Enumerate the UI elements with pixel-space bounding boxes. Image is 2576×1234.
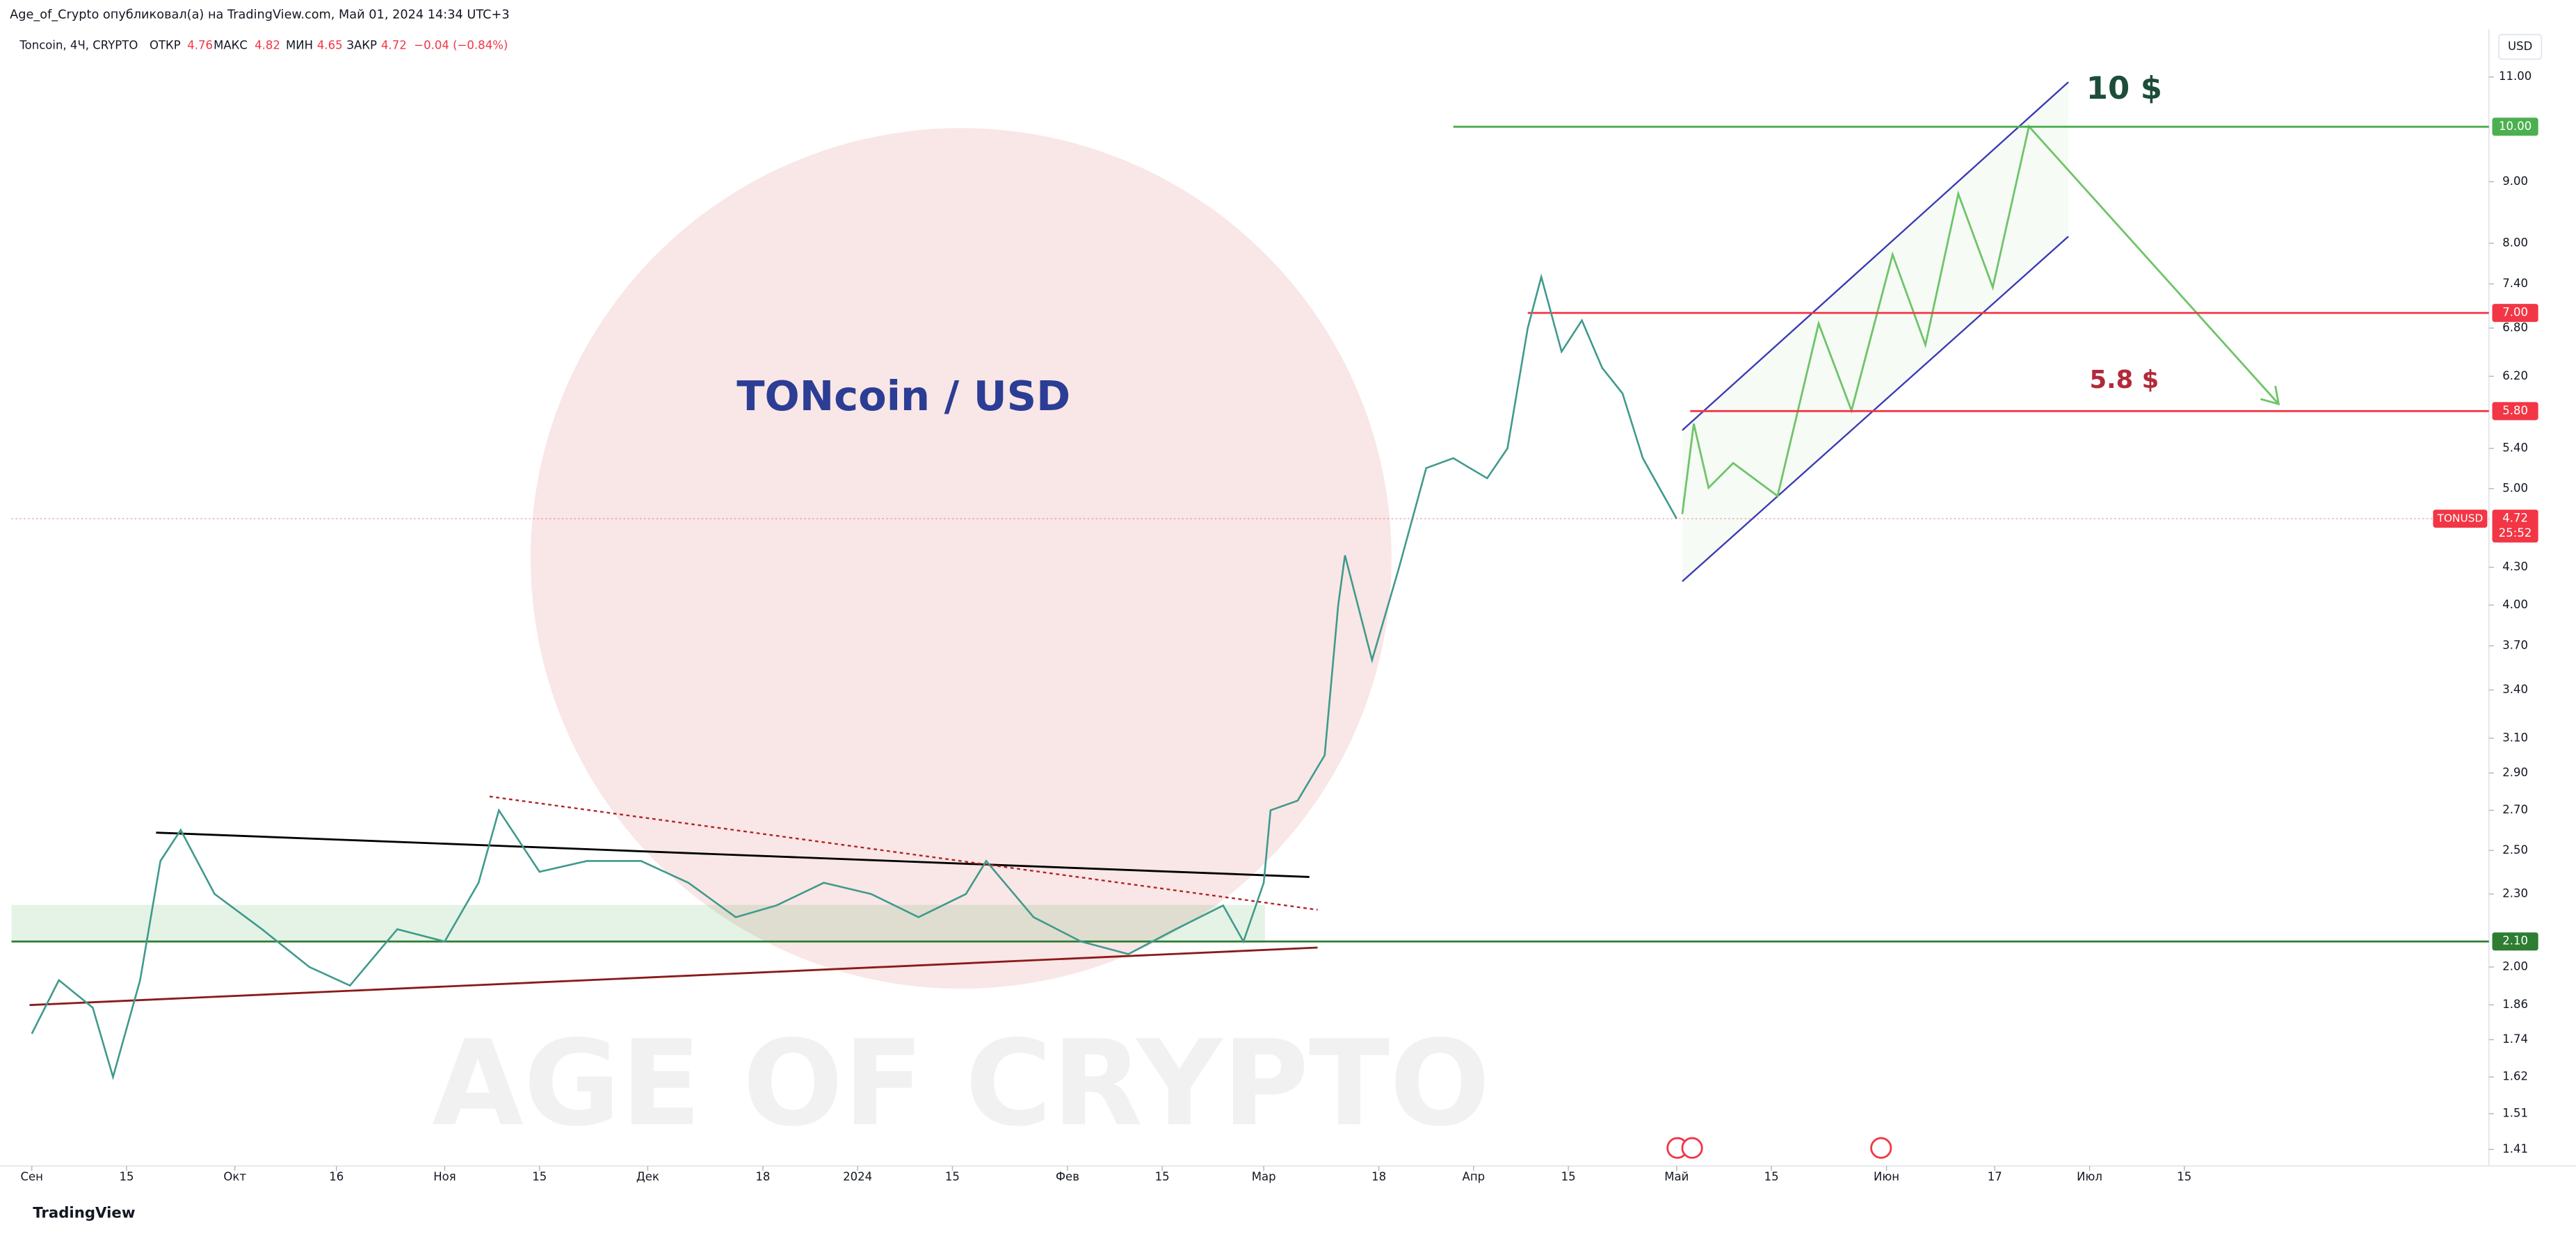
chart-title: TONcoin / USD [736, 372, 1070, 420]
level-label: 2.10 [2502, 934, 2528, 948]
x-tick-label: 15 [2177, 1170, 2191, 1183]
y-tick-label: 5.00 [2502, 481, 2528, 494]
level-label: 10.00 [2499, 120, 2531, 133]
x-tick-label: Май [1664, 1170, 1689, 1183]
x-tick-label: Фев [1056, 1170, 1079, 1183]
y-tick-label: 7.40 [2502, 277, 2528, 290]
y-tick-label: 2.90 [2502, 765, 2528, 779]
ohlc-legend: Toncoin, 4Ч, CRYPTO ОТКР 4.76 МАКС 4.82 … [19, 39, 508, 52]
x-tick-label: 15 [945, 1170, 960, 1183]
x-tick-label: 15 [1561, 1170, 1576, 1183]
x-tick-label: 15 [1764, 1170, 1779, 1183]
support-trendline [29, 946, 1318, 1007]
low-label: МИН [286, 39, 313, 52]
price-line [31, 273, 1677, 1080]
open: 4.76 [187, 39, 213, 52]
y-tick-label: 2.00 [2502, 959, 2528, 973]
symbol-label: TONUSD [2437, 512, 2484, 525]
channel-top [1682, 81, 2069, 431]
x-tick-label: Окт [223, 1170, 246, 1183]
y-tick-label: 3.70 [2502, 638, 2528, 651]
countdown: 25:52 [2499, 526, 2532, 539]
watermark-logo [531, 128, 1392, 989]
y-tick-label: 1.86 [2502, 998, 2528, 1011]
low: 4.65 [317, 39, 343, 52]
level-label: 7.00 [2502, 306, 2528, 319]
x-tick-label: 15 [119, 1170, 134, 1183]
x-tick-label: 18 [755, 1170, 770, 1183]
high-label: МАКС [214, 39, 248, 52]
y-tick-label: 2.30 [2502, 886, 2528, 900]
y-tick-label: 9.00 [2502, 174, 2528, 188]
y-tick-label: 11.00 [2499, 70, 2531, 83]
x-tick-label: Апр [1463, 1170, 1486, 1183]
plot: 11.00 9.00 8.00 7.40 6.80 6.20 5.40 5.00 4.30 4.0… [11, 70, 2538, 1183]
channel-fill [1682, 82, 2069, 582]
x-tick-label: 16 [329, 1170, 344, 1183]
level-label-box [2492, 932, 2538, 951]
open-label: ОТКР [150, 39, 181, 52]
y-tick-label: 2.70 [2502, 803, 2528, 816]
close-label: ЗАКР [346, 39, 377, 52]
y-tick-label: 2.50 [2502, 843, 2528, 857]
change: −0.04 (−0.84%) [414, 39, 508, 52]
y-tick-label: 1.62 [2502, 1070, 2528, 1083]
level-label-box [2492, 402, 2538, 421]
y-tick-label: 1.74 [2502, 1032, 2528, 1046]
x-tick-label: 15 [532, 1170, 547, 1183]
projection-arrowhead [2260, 385, 2280, 406]
support-zone [11, 904, 1265, 943]
level-label-box [2492, 304, 2538, 323]
x-tick-label: 2024 [843, 1170, 872, 1183]
level-annotation: 5.8 $ [2090, 366, 2159, 394]
currency-button[interactable] [2498, 33, 2543, 60]
x-tick-label: Июл [2077, 1170, 2102, 1183]
x-tick-label: 18 [1371, 1170, 1386, 1183]
y-tick-label: 5.40 [2502, 441, 2528, 455]
x-tick-label: Сен [20, 1170, 43, 1183]
event-icon[interactable] [1870, 1137, 1892, 1159]
watermark-text: AGE OF CRYPTO [432, 1015, 1490, 1153]
y-tick-label: 6.20 [2502, 369, 2528, 382]
dotted-trendline [489, 795, 1318, 911]
published-line: Age_of_Crypto опубликовал(а) на TradingV… [10, 8, 509, 22]
level-label: 5.80 [2502, 404, 2528, 417]
y-tick-label: 6.80 [2502, 320, 2528, 334]
target-annotation: 10 $ [2086, 70, 2162, 106]
x-tick-label: Дек [636, 1170, 659, 1183]
event-icon[interactable] [1681, 1137, 1703, 1159]
high: 4.82 [255, 39, 280, 52]
symbol: Toncoin, 4Ч, CRYPTO [19, 39, 138, 52]
currency[interactable]: USD [2508, 40, 2532, 53]
brand: TradingView [33, 1205, 135, 1222]
y-tick-label: 8.00 [2502, 236, 2528, 249]
y-tick-label: 3.10 [2502, 731, 2528, 744]
x-tick-label: Ноя [433, 1170, 456, 1183]
channel-bottom [1682, 236, 2069, 583]
y-tick-label: 1.51 [2502, 1106, 2528, 1119]
x-tick-label: 15 [1155, 1170, 1170, 1183]
symbol-box [2433, 510, 2488, 528]
last-price-box [2492, 510, 2538, 543]
y-tick-label: 3.40 [2502, 683, 2528, 696]
y-tick-label: 4.00 [2502, 598, 2528, 611]
y-tick-label: 1.41 [2502, 1142, 2528, 1155]
level-label-box [2492, 117, 2538, 136]
resistance-trendline [156, 831, 1310, 878]
x-tick-label: Июн [1874, 1170, 1899, 1183]
x-tick-label: Мар [1252, 1170, 1276, 1183]
y-tick-label: 4.30 [2502, 560, 2528, 574]
x-tick-label: 17 [1988, 1170, 2002, 1183]
close: 4.72 [381, 39, 407, 52]
last-price-label: 4.72 [2502, 512, 2528, 525]
